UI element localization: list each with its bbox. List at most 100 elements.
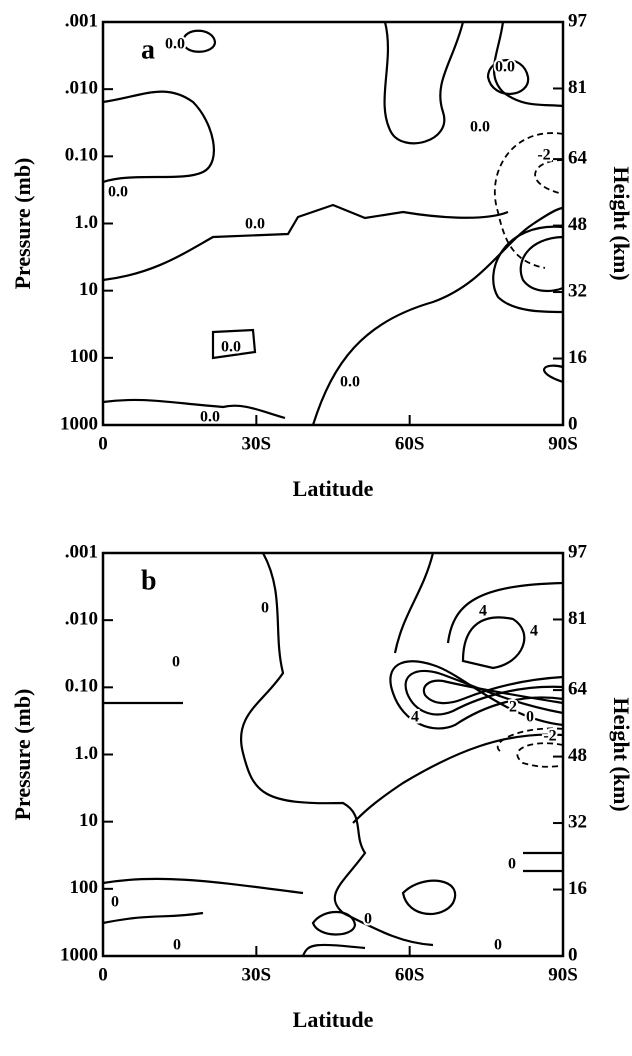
- contour-line: [496, 727, 564, 754]
- contour-line: [102, 877, 304, 895]
- contour-line: [102, 203, 509, 282]
- contour-line: [389, 660, 564, 730]
- y2-tick-label: 16: [568, 878, 587, 899]
- y-tick-label: 100: [70, 346, 99, 367]
- y-tick-label: .001: [65, 10, 98, 31]
- contour-line: [492, 225, 564, 314]
- x-tick-label: 30S: [242, 964, 272, 985]
- y2-tick-label: 16: [568, 347, 587, 368]
- x-tick-label: 60S: [395, 964, 425, 985]
- y-tick-label: 1000: [60, 944, 98, 965]
- contour-label: 0.0: [200, 409, 220, 426]
- contour-line: [240, 552, 434, 947]
- contour-label: 4: [530, 623, 538, 640]
- y-tick-label: 10: [79, 279, 98, 300]
- contour-label: 0: [172, 654, 180, 671]
- x-tick-label: 60S: [395, 433, 425, 454]
- contour-line: [404, 669, 564, 716]
- contour-label: 0.0: [340, 374, 360, 391]
- contour-label: 0: [111, 894, 119, 911]
- x-tick-label: 0: [98, 433, 108, 454]
- y2-axis-label: Height (km): [609, 697, 632, 811]
- y-tick-label: 1.0: [74, 212, 98, 233]
- contour-line: [102, 398, 286, 420]
- y-axis-label: Pressure (mb): [10, 158, 35, 290]
- contour-line: [534, 159, 564, 195]
- y-tick-label: .010: [65, 78, 98, 99]
- y2-axis-label: Height (km): [609, 166, 632, 280]
- y-tick-label: 100: [70, 877, 99, 898]
- y2-tick-label: 48: [568, 214, 587, 235]
- x-tick-label: 90S: [548, 964, 578, 985]
- contour-line: [311, 206, 564, 426]
- panel-label: a: [141, 34, 155, 65]
- contour-line: [486, 59, 530, 95]
- contour-line: [102, 911, 204, 925]
- y2-tick-label: 64: [568, 147, 588, 168]
- contour-label: 0: [526, 709, 534, 726]
- y2-tick-label: 32: [568, 280, 587, 301]
- panel-label: b: [141, 565, 157, 596]
- contour-label: 0: [364, 911, 372, 928]
- contour-label: 4: [479, 603, 487, 620]
- contour-line: [393, 552, 435, 654]
- contour-label: 2: [509, 699, 517, 716]
- contour-line: [211, 328, 257, 360]
- contour-line: [461, 616, 526, 670]
- plot-frame: [101, 20, 565, 427]
- contour-label: 0.0: [221, 339, 241, 356]
- y-tick-label: .010: [65, 609, 98, 630]
- contour-line: [492, 21, 564, 108]
- contour-label: 4: [411, 709, 419, 726]
- contour-line: [401, 879, 457, 916]
- contour-line: [301, 943, 366, 957]
- plot-frame: [101, 551, 565, 958]
- contour-line: [181, 29, 217, 53]
- contour-line: [102, 90, 215, 184]
- x-tick-label: 90S: [548, 433, 578, 454]
- contour-line: [422, 675, 564, 705]
- contour-label: 0: [173, 937, 181, 954]
- y-tick-label: 1.0: [74, 743, 98, 764]
- y2-tick-label: 64: [568, 678, 588, 699]
- y2-tick-label: 81: [568, 77, 587, 98]
- y-tick-label: 10: [79, 810, 98, 831]
- contour-line: [542, 364, 564, 384]
- y2-tick-label: 97: [568, 541, 588, 562]
- contour-label: 0.0: [245, 216, 265, 233]
- x-tick-label: 0: [98, 964, 108, 985]
- panel: 0 30S 60S 90S .001 .010 0.10 1.0 10 100 1000 97 81 64…: [10, 10, 632, 501]
- contour-label: -2: [543, 728, 556, 745]
- y-axis-label: Pressure (mb): [10, 689, 35, 821]
- y-tick-label: 1000: [60, 413, 98, 434]
- y-tick-label: .001: [65, 541, 98, 562]
- y2-tick-label: 0: [568, 413, 578, 434]
- y2-tick-label: 0: [568, 944, 578, 965]
- contour-line: [516, 742, 564, 768]
- contour-label: 0: [494, 937, 502, 954]
- contour-label: 0.0: [108, 184, 128, 201]
- x-tick-label: 30S: [242, 433, 272, 454]
- contour-label: 0.0: [470, 119, 490, 136]
- y2-tick-label: 48: [568, 745, 587, 766]
- y2-tick-label: 81: [568, 608, 587, 629]
- contour-line: [446, 581, 564, 644]
- contour-line: [352, 733, 564, 824]
- y-tick-label: 0.10: [65, 145, 98, 166]
- contour-line: [311, 910, 357, 936]
- contour-line: [383, 21, 465, 145]
- y-tick-label: 0.10: [65, 676, 98, 697]
- contour-label: 0.0: [165, 36, 185, 53]
- contour-line: [519, 235, 564, 293]
- contour-label: 0.0: [495, 59, 515, 76]
- x-axis-label: Latitude: [293, 1007, 374, 1032]
- contour-line: [493, 132, 564, 269]
- contour-label: 0: [261, 600, 269, 617]
- x-axis-label: Latitude: [293, 476, 374, 501]
- panel: 0 30S 60S 90S .001 .010 0.10 1.0 10 100 1000 97 81 64…: [10, 541, 632, 1032]
- y2-tick-label: 32: [568, 811, 587, 832]
- contour-label: 0: [508, 856, 516, 873]
- y2-tick-label: 97: [568, 10, 588, 31]
- contour-label: -2: [537, 147, 550, 164]
